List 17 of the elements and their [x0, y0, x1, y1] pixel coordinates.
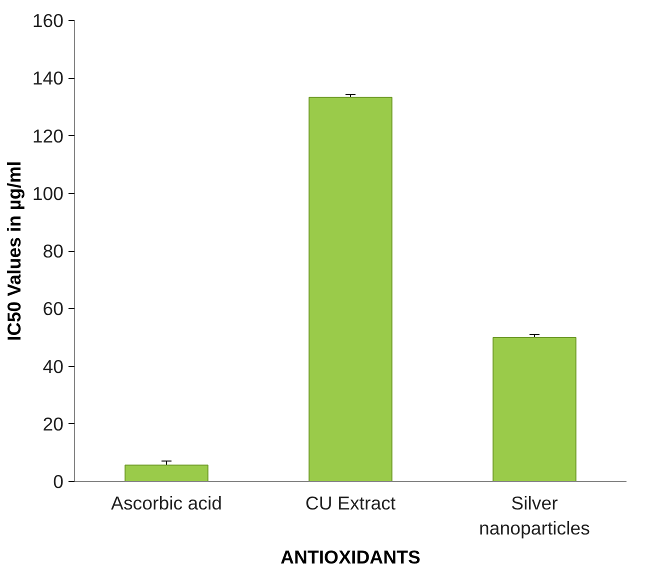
y-tick-label: 20: [42, 413, 64, 434]
y-tick-label: 60: [42, 298, 64, 320]
y-axis-title: IC50 Values in µg/ml: [3, 161, 24, 341]
y-tick-label: 140: [32, 68, 64, 89]
x-tick-label: CU Extract: [305, 492, 396, 514]
bar: [308, 96, 392, 482]
y-tick-label: 80: [42, 240, 64, 262]
y-tick-label: 160: [32, 10, 64, 31]
x-tick-label: Ascorbic acid: [111, 492, 222, 514]
y-tick-label: 120: [32, 125, 64, 146]
bar: [492, 336, 576, 482]
x-tick-label: Silver nanoparticles: [479, 492, 590, 539]
y-tick-label: 40: [42, 356, 64, 377]
x-axis-title: ANTIOXIDANTS: [280, 546, 420, 568]
bar: [124, 464, 208, 482]
y-tick-label: 0: [53, 471, 64, 492]
y-tick-label: 100: [32, 182, 64, 204]
